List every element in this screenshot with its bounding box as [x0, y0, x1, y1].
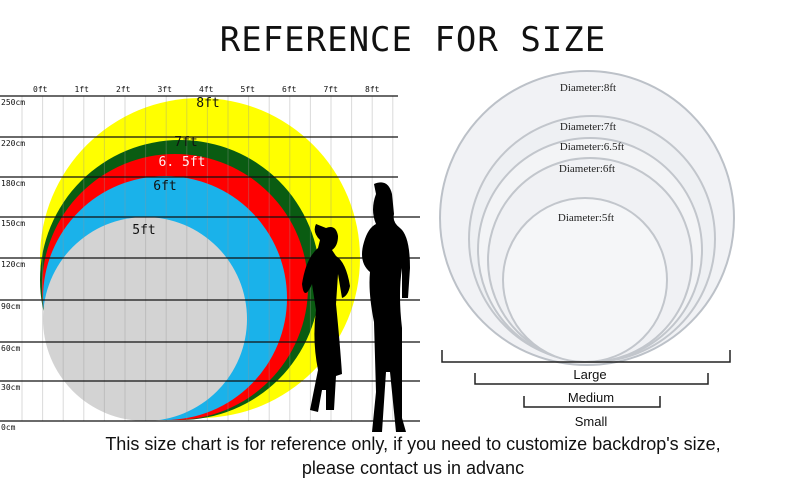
ft-tick-label: 1ft [74, 85, 89, 94]
bracket-medium [474, 373, 709, 385]
bracket-small [523, 396, 661, 408]
ft-tick-label: 3ft [157, 85, 172, 94]
page-title: REFERENCE FOR SIZE [219, 20, 607, 60]
cm-tick-label: 220cm [1, 139, 26, 148]
size-label: 6. 5ft [158, 155, 206, 170]
cm-tick-label: 90cm [1, 302, 21, 311]
label-medium: Medium [567, 390, 615, 405]
diameter-label-6-5ft: Diameter:6.5ft [559, 141, 625, 153]
ft-tick-label: 6ft [282, 85, 297, 94]
diameter-label-8ft: Diameter:8ft [559, 82, 617, 94]
silhouettes [302, 182, 410, 432]
label-large: Large [573, 367, 607, 382]
size-label: 8ft [196, 96, 220, 111]
child-silhouette [302, 224, 350, 412]
diameter-label-5ft: Diameter:5ft [557, 212, 615, 224]
woman-silhouette [362, 182, 410, 432]
size-label: 6ft [153, 179, 177, 194]
cm-tick-label: 180cm [1, 179, 26, 188]
ft-tick-label: 0ft [33, 85, 48, 94]
diameter-label-7ft: Diameter:7ft [559, 121, 617, 133]
caption-line-2: please contact us in advanc [301, 458, 525, 478]
ft-tick-label: 2ft [116, 85, 131, 94]
ft-tick-label: 8ft [365, 85, 380, 94]
label-small: Small [574, 414, 608, 429]
cm-tick-label: 120cm [1, 260, 26, 269]
size-label: 7ft [174, 135, 198, 150]
diameter-label-6ft: Diameter:6ft [558, 163, 616, 175]
cm-tick-label: 0cm [1, 423, 16, 432]
caption-line-1: This size chart is for reference only, i… [105, 434, 721, 454]
ft-tick-label: 4ft [199, 85, 214, 94]
cm-tick-label: 150cm [1, 219, 26, 228]
size-circle-5ft [43, 217, 247, 421]
ft-tick-label: 7ft [323, 85, 338, 94]
cm-tick-label: 250cm [1, 98, 26, 107]
cm-tick-label: 30cm [1, 383, 21, 392]
ft-tick-label: 5ft [240, 85, 255, 94]
bracket-large [441, 350, 731, 363]
cm-tick-label: 60cm [1, 344, 21, 353]
size-label: 5ft [132, 223, 156, 238]
